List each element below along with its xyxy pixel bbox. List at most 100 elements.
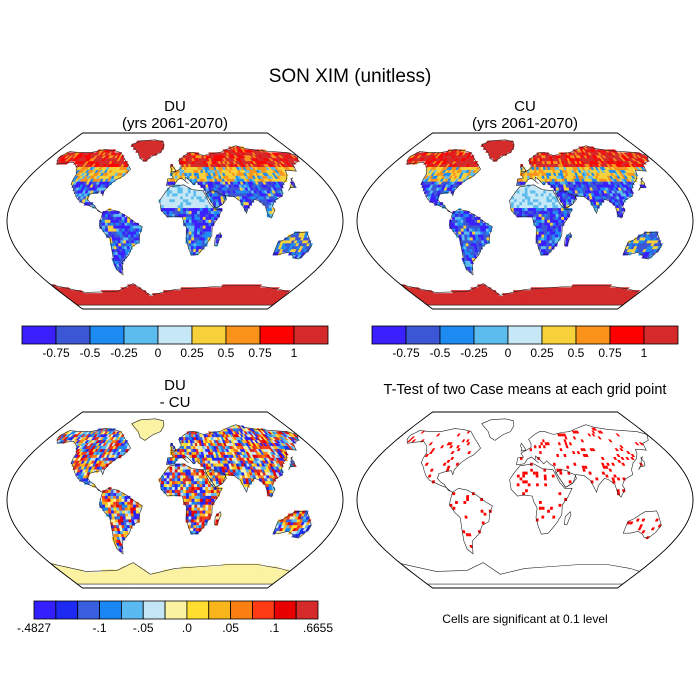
grid-cell (546, 234, 551, 238)
grid-cell (541, 222, 545, 227)
grid-cell (107, 219, 111, 224)
grid-cell (549, 205, 553, 209)
grid-cell (535, 193, 539, 197)
grid-cell (533, 205, 537, 209)
grid-cell (471, 231, 476, 235)
grid-cell (127, 249, 131, 253)
grid-cell (557, 208, 562, 212)
grid-cell (118, 228, 123, 232)
grid-cell (455, 228, 459, 232)
grid-cell (182, 190, 186, 194)
grid-cell (541, 214, 545, 218)
grid-cell (465, 222, 470, 227)
grid-cell (174, 184, 178, 188)
grid-cell (186, 222, 190, 227)
grid-cell (524, 202, 529, 206)
grid-cell (460, 214, 464, 218)
grid-cell (199, 237, 203, 241)
grid-cell (202, 222, 207, 227)
grid-cell (173, 296, 176, 300)
grid-cell (534, 170, 538, 174)
grid-cell (549, 202, 553, 206)
grid-cell (177, 196, 181, 200)
grid-cell (454, 225, 459, 229)
grid-cell (524, 199, 528, 203)
grid-cell (194, 219, 198, 224)
grid-cell (555, 231, 559, 235)
grid-cell (469, 234, 474, 238)
grid-cell (121, 216, 125, 221)
grid-cell (169, 296, 172, 300)
grid-cell (530, 196, 534, 200)
grid-cell (563, 214, 568, 218)
grid-cell (113, 231, 118, 235)
grid-cell (283, 175, 289, 180)
grid-cell (474, 228, 479, 232)
coastline-japan (288, 177, 296, 191)
grid-cell (533, 214, 537, 218)
grid-cell (179, 170, 183, 174)
grid-cell (102, 225, 106, 229)
grid-cell (133, 240, 138, 244)
grid-cell (205, 228, 209, 232)
grid-cell (194, 228, 198, 232)
grid-cell (113, 222, 117, 227)
grid-cell (121, 222, 125, 227)
grid-cell (185, 187, 189, 191)
grid-cell (208, 225, 212, 229)
grid-cell (183, 211, 187, 215)
grid-cell (208, 222, 212, 227)
grid-cell (107, 211, 112, 215)
grid-cell (121, 228, 126, 232)
grid-cell (547, 219, 551, 224)
grid-cell (527, 202, 531, 206)
grid-cell (541, 234, 545, 238)
grid-cell (110, 211, 115, 215)
grid-cell (132, 222, 137, 227)
grid-cell (170, 290, 174, 294)
grid-cell (127, 234, 132, 238)
grid-cell (196, 199, 200, 203)
grid-cell (527, 205, 531, 209)
grid-cell (549, 199, 553, 203)
grid-cell (543, 196, 547, 200)
grid-cell (188, 214, 193, 218)
grid-cell (161, 205, 165, 209)
grid-cell (532, 193, 536, 197)
grid-cell (190, 193, 195, 197)
grid-cell (543, 202, 548, 206)
grid-cell (552, 216, 556, 221)
grid-cell (457, 225, 462, 229)
grid-cell (480, 234, 485, 238)
grid-cell (193, 234, 198, 238)
grid-cell (538, 228, 542, 232)
grid-cell (199, 211, 204, 215)
grid-cell (558, 214, 562, 218)
grid-cell (194, 222, 198, 227)
grid-cell (183, 216, 187, 221)
grid-cell (460, 211, 465, 215)
grid-cell (104, 211, 109, 215)
grid-cell (468, 219, 472, 224)
grid-cell (201, 199, 206, 203)
grid-cell (200, 216, 204, 221)
grid-cell (191, 208, 195, 212)
grid-cell (535, 211, 540, 215)
grid-cell (199, 231, 204, 235)
grid-cell (113, 216, 117, 221)
grid-cell (132, 225, 137, 229)
grid-cell (197, 222, 201, 227)
grid-cell (113, 228, 117, 232)
grid-cell (179, 172, 183, 177)
grid-cell (541, 205, 545, 209)
grid-cell (113, 219, 117, 224)
grid-cell (527, 172, 531, 177)
grid-cell (519, 199, 523, 203)
grid-cell (544, 231, 548, 235)
grid-cell (282, 178, 289, 183)
grid-cell (136, 234, 140, 238)
grid-cell (457, 216, 461, 221)
grid-cell (522, 299, 526, 303)
grid-cell (555, 214, 559, 218)
grid-cell (105, 228, 109, 232)
